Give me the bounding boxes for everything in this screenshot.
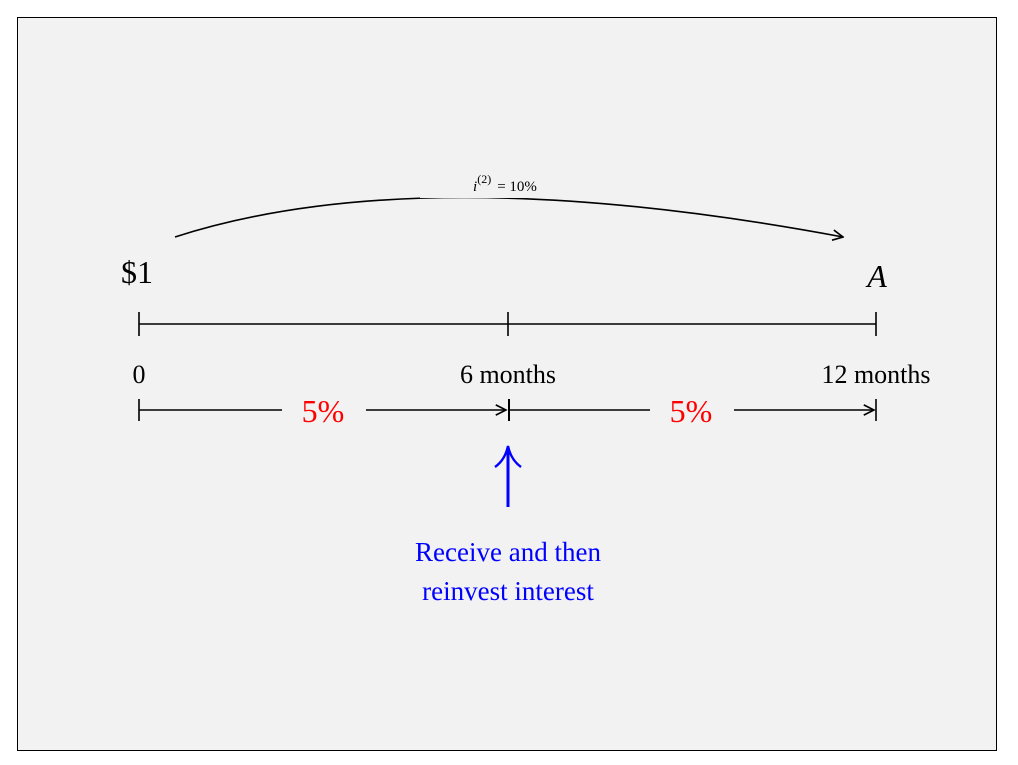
- callout-line-1: Receive and then: [415, 537, 601, 567]
- callout-line-2: reinvest interest: [422, 576, 594, 606]
- arc-label-gap: [420, 168, 590, 198]
- period1-rate: 5%: [302, 393, 345, 429]
- period2-rate: 5%: [670, 393, 713, 429]
- tick-label-6-months: 6 months: [460, 360, 556, 389]
- end-value: A: [865, 258, 887, 294]
- rate-superscript: (2): [477, 172, 491, 186]
- compounding-arc: [174, 196, 843, 238]
- rate-symbol: i: [473, 179, 477, 195]
- tick-label-12-months: 12 months: [821, 360, 930, 389]
- diagram-frame: [17, 17, 997, 751]
- callout-arrow-head: [494, 445, 522, 468]
- nominal-rate-label: i(2) = 10%: [473, 172, 537, 195]
- start-value: $1: [121, 254, 153, 290]
- rate-value: = 10%: [497, 179, 537, 195]
- tick-label-0: 0: [133, 360, 146, 389]
